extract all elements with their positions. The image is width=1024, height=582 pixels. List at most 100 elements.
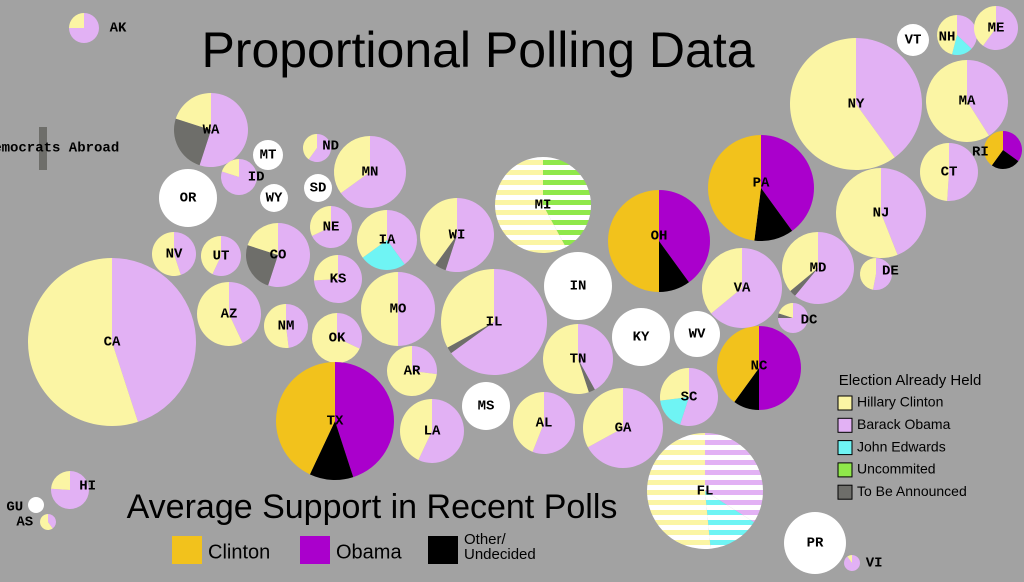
legend-swatch [837,417,853,433]
state-pie: ND [303,134,339,162]
pie-slice [412,346,437,375]
pie-slice [983,6,1019,50]
state-pie: NM [264,303,309,348]
legend-swatch [837,484,853,500]
state-label: ME [988,21,1005,37]
state-label: MN [362,165,379,181]
pie-slice [112,258,196,422]
pie-slice [759,326,801,410]
state-pie: SC [660,368,719,427]
state-label: VA [734,281,751,297]
legend-swatch [428,536,458,564]
pie-slice [795,232,854,305]
state-label: RI [972,145,989,161]
legend-label: To Be Announced [857,483,967,499]
pie-slice [334,136,370,194]
state-pie: OR [159,169,217,227]
state-label: AR [404,364,421,380]
state-label: PR [807,536,824,552]
pie-slice [778,313,793,318]
state-pie: KS [314,255,362,303]
state-pie: WY [260,184,288,212]
legend-swatch [300,536,330,564]
pie-slice [701,248,742,314]
pie-slice [790,268,818,296]
empty-circle [159,169,217,227]
state-label: MS [478,399,495,415]
state-label: IN [570,279,587,295]
pie-slice [48,514,56,529]
state-pie: NE [309,206,352,248]
state-pie: MI [495,157,591,253]
pie-slice [27,257,138,426]
pie-slice [991,150,1019,169]
empty-circle [784,512,846,574]
state-label: LA [424,424,441,440]
pie-slice [578,324,613,390]
empty-circle [544,252,612,320]
pie-slice [246,245,278,286]
legend-label: Other/ Undecided [464,531,536,563]
pie-slice [856,38,923,158]
pie-slice [680,368,719,427]
pie-slice [264,304,289,348]
pie-slice [398,272,435,346]
pie-slice [247,223,278,255]
state-pie: MT [253,140,283,170]
state-label: PA [753,176,770,192]
pie-slice [532,392,575,454]
state-pie: CO [246,223,310,287]
empty-circle [253,140,283,170]
state-pie: ME [974,6,1019,50]
state-pie: IN [544,252,612,320]
legend-label: Clinton [208,541,270,563]
pie-slice [754,188,793,241]
state-label: HI [79,479,96,495]
state-label: IA [379,233,396,249]
state-pie: GA [583,388,663,468]
pie-slice [309,206,331,236]
state-label: AS [16,515,33,531]
state-label: OR [180,191,197,207]
pie-slice [847,555,852,563]
pie-slice [212,236,242,276]
state-pie: LA [400,399,465,463]
state-label: MT [260,148,277,164]
pie-slice [361,272,398,346]
pie-slice [790,38,895,170]
state-pie: VT [897,24,929,56]
state-pie: MS [462,382,510,430]
state-label: NY [848,97,865,113]
state-label: SC [681,390,698,406]
empty-circle [462,382,510,430]
state-pie: UT [201,236,242,276]
pie-slice [974,6,996,46]
pie-slice [587,388,663,468]
legend-label: Hillary Clinton [857,394,943,410]
state-label: KY [633,330,650,346]
pie-slice [387,210,417,265]
state-pie: NC [717,326,801,410]
state-label: NJ [873,206,890,222]
state-label: TN [570,352,587,368]
state-pie: PR [784,512,846,574]
state-pie: NY [790,38,923,170]
state-pie: MO [361,272,435,346]
state-pie: IL [441,269,547,376]
pie-slice [952,35,972,55]
state-pie: AK [69,13,127,43]
empty-circle [28,497,44,513]
state-pie: AZ [197,282,261,346]
pie-slice [362,240,405,270]
state-label: CT [941,165,958,181]
pie-slice [335,362,395,478]
state-label: MA [959,94,976,110]
pie-slice [303,134,317,160]
state-label: WA [203,123,220,139]
empty-circle [897,24,929,56]
pie-slice [513,392,544,452]
state-label: CO [270,248,287,264]
state-label: NH [939,30,956,46]
